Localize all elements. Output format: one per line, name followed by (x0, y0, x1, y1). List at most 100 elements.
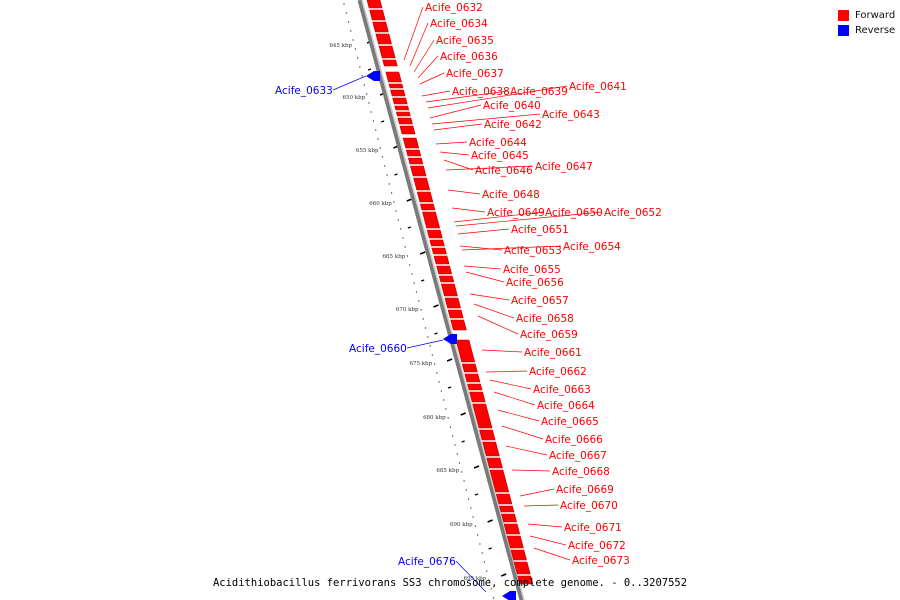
forward-gene[interactable] (375, 33, 392, 45)
forward-gene-label[interactable]: Acife_0634 (430, 18, 488, 30)
forward-gene[interactable] (422, 211, 441, 229)
forward-gene[interactable] (517, 575, 534, 585)
forward-gene-label[interactable]: Acife_0632 (425, 2, 483, 14)
forward-gene-label[interactable]: Acife_0647 (535, 161, 593, 173)
reverse-gene[interactable] (366, 71, 380, 81)
forward-gene[interactable] (431, 247, 447, 255)
forward-gene[interactable] (399, 125, 416, 135)
forward-gene-label[interactable]: Acife_0665 (541, 416, 599, 428)
forward-gene[interactable] (499, 505, 515, 513)
forward-gene-label[interactable]: Acife_0638 (452, 86, 510, 98)
forward-gene[interactable] (390, 89, 406, 97)
forward-gene-label[interactable]: Acife_0662 (529, 366, 587, 378)
forward-gene[interactable] (472, 403, 493, 429)
forward-gene-label[interactable]: Acife_0646 (475, 165, 533, 177)
scale-tick-label: 690 kbp (450, 522, 473, 528)
forward-gene-label[interactable]: Acife_0668 (552, 466, 610, 478)
reverse-gene[interactable] (502, 591, 516, 600)
forward-gene[interactable] (395, 111, 411, 117)
forward-gene[interactable] (419, 203, 436, 211)
forward-gene-label[interactable]: Acife_0666 (545, 434, 603, 446)
forward-gene[interactable] (402, 137, 420, 149)
reverse-gene-label[interactable]: Acife_0633 (275, 85, 333, 97)
forward-gene-label[interactable]: Acife_0664 (537, 400, 595, 412)
forward-gene[interactable] (366, 0, 383, 9)
scale-tick-label: 650 kbp (343, 95, 366, 101)
forward-gene-label[interactable]: Acife_0637 (446, 68, 504, 80)
forward-gene-label[interactable]: Acife_0657 (511, 295, 569, 307)
forward-gene[interactable] (501, 513, 517, 523)
forward-gene[interactable] (464, 373, 481, 383)
legend-forward: Forward (838, 8, 895, 23)
forward-gene-label[interactable]: Acife_0656 (506, 277, 564, 289)
forward-gene[interactable] (416, 191, 434, 203)
forward-gene[interactable] (378, 45, 396, 59)
forward-gene[interactable] (503, 523, 521, 535)
forward-gene[interactable] (369, 9, 386, 21)
reverse-gene-label[interactable]: Acife_0676 (398, 556, 456, 568)
forward-gene-label[interactable]: Acife_0659 (520, 329, 578, 341)
forward-gene[interactable] (385, 71, 402, 83)
forward-gene-label[interactable]: Acife_0667 (549, 450, 607, 462)
forward-gene-label[interactable]: Acife_0670 (560, 500, 618, 512)
forward-gene[interactable] (482, 441, 500, 457)
reverse-gene[interactable] (443, 334, 457, 344)
forward-gene[interactable] (392, 97, 408, 105)
forward-gene[interactable] (513, 561, 531, 575)
forward-gene-label[interactable]: Acife_0655 (503, 264, 561, 276)
forward-gene[interactable] (405, 149, 422, 157)
forward-gene-label[interactable]: Acife_0654 (563, 241, 621, 253)
scale-tick-label: 645 kbp (329, 43, 352, 49)
forward-gene-label[interactable]: Acife_0635 (436, 35, 494, 47)
forward-gene-label[interactable]: Acife_0673 (572, 555, 630, 567)
forward-gene[interactable] (461, 363, 478, 373)
forward-gene-label[interactable]: Acife_0671 (564, 522, 622, 534)
forward-gene[interactable] (413, 177, 431, 191)
forward-gene-label[interactable]: Acife_0658 (516, 313, 574, 325)
forward-gene-label[interactable]: Acife_0663 (533, 384, 591, 396)
forward-gene[interactable] (450, 319, 467, 331)
forward-gene[interactable] (444, 297, 461, 309)
forward-gene[interactable] (455, 339, 476, 363)
scale-tick-label: 680 kbp (423, 415, 446, 421)
forward-gene-label[interactable]: Acife_0651 (511, 224, 569, 236)
forward-gene-label[interactable]: Acife_0648 (482, 189, 540, 201)
forward-gene-label[interactable]: Acife_0672 (568, 540, 626, 552)
forward-gene-label[interactable]: Acife_0661 (524, 347, 582, 359)
forward-gene[interactable] (382, 59, 398, 67)
forward-gene-label[interactable]: Acife_0642 (484, 119, 542, 131)
forward-gene[interactable] (479, 429, 496, 441)
forward-gene[interactable] (410, 165, 427, 177)
forward-gene-label[interactable]: Acife_0649 (487, 207, 545, 219)
forward-gene[interactable] (436, 265, 453, 275)
forward-gene[interactable] (467, 383, 483, 391)
forward-gene-label[interactable]: Acife_0641 (569, 81, 627, 93)
forward-gene-label[interactable]: Acife_0644 (469, 137, 527, 149)
forward-gene[interactable] (397, 117, 413, 125)
forward-gene[interactable] (429, 239, 445, 247)
forward-gene-label[interactable]: Acife_0645 (471, 150, 529, 162)
forward-gene[interactable] (510, 549, 527, 561)
forward-gene[interactable] (440, 283, 458, 297)
forward-gene-label[interactable]: Acife_0639 (510, 86, 568, 98)
forward-gene[interactable] (489, 469, 510, 493)
forward-gene[interactable] (372, 21, 389, 33)
forward-gene[interactable] (495, 493, 513, 505)
forward-gene[interactable] (438, 275, 455, 283)
forward-gene[interactable] (388, 83, 404, 89)
forward-gene[interactable] (407, 157, 424, 165)
forward-gene-label[interactable]: Acife_0669 (556, 484, 614, 496)
forward-gene[interactable] (433, 255, 450, 265)
scale-tick-label: 675 kbp (409, 361, 432, 367)
forward-gene-label[interactable]: Acife_0636 (440, 51, 498, 63)
forward-gene[interactable] (469, 391, 486, 403)
forward-gene-label[interactable]: Acife_0652 (604, 207, 662, 219)
forward-gene[interactable] (447, 309, 464, 319)
forward-gene[interactable] (394, 105, 410, 111)
forward-gene[interactable] (426, 229, 443, 239)
forward-gene-label[interactable]: Acife_0640 (483, 100, 541, 112)
forward-gene[interactable] (486, 457, 503, 469)
forward-gene-label[interactable]: Acife_0643 (542, 109, 600, 121)
reverse-gene-label[interactable]: Acife_0660 (349, 343, 407, 355)
forward-gene[interactable] (506, 535, 524, 549)
